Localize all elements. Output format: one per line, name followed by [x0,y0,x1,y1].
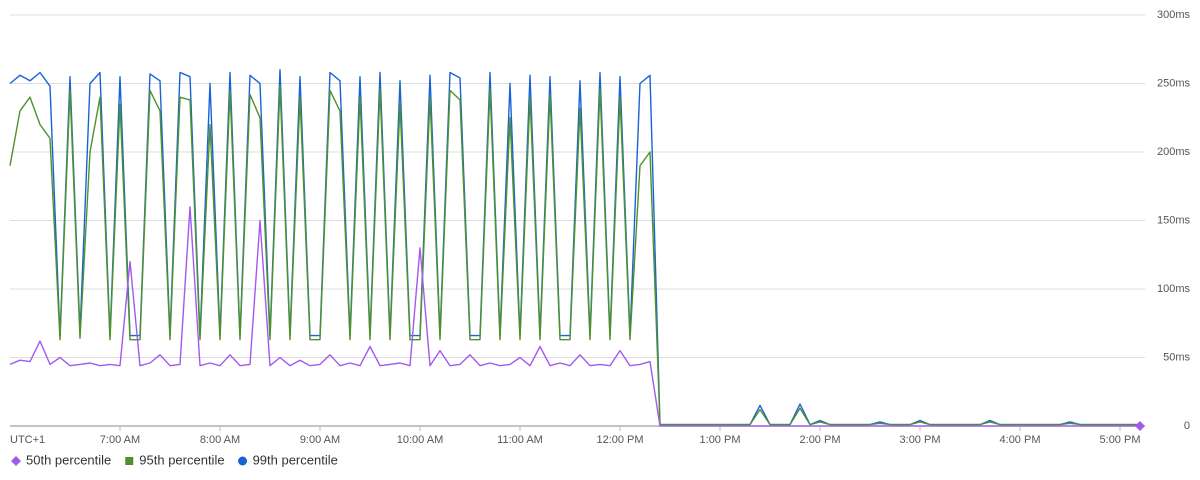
legend-marker [238,456,248,466]
x-tick-label: 1:00 PM [700,434,741,446]
y-tick-label: 100ms [1157,283,1191,295]
legend-marker [11,456,21,466]
y-tick-label: 300ms [1157,9,1191,21]
x-tick-label: 4:00 PM [1000,434,1041,446]
legend-label: 95th percentile [139,452,224,467]
y-tick-label: 50ms [1163,351,1190,363]
x-tick-label: 12:00 PM [596,434,643,446]
x-tick-label: 10:00 AM [397,434,443,446]
y-tick-label: 150ms [1157,214,1191,226]
y-tick-label: 0 [1184,420,1190,432]
y-tick-label: 200ms [1157,146,1191,158]
x-tick-label: 8:00 AM [200,434,240,446]
x-tick-label: 7:00 AM [100,434,140,446]
legend-label: 99th percentile [253,452,338,467]
x-tick-label: 9:00 AM [300,434,340,446]
x-tick-label: 2:00 PM [800,434,841,446]
series-line [9,85,1140,426]
x-tick-label: 5:00 PM [1100,434,1141,446]
end-marker [1135,421,1145,431]
series-line [9,206,1140,427]
legend-marker [125,457,134,465]
x-tick-label: 3:00 PM [900,434,941,446]
y-tick-label: 250ms [1157,77,1191,89]
legend-label: 50th percentile [26,452,111,467]
x-tick-label: 11:00 AM [497,434,543,446]
timezone-label: UTC+1 [10,434,45,446]
